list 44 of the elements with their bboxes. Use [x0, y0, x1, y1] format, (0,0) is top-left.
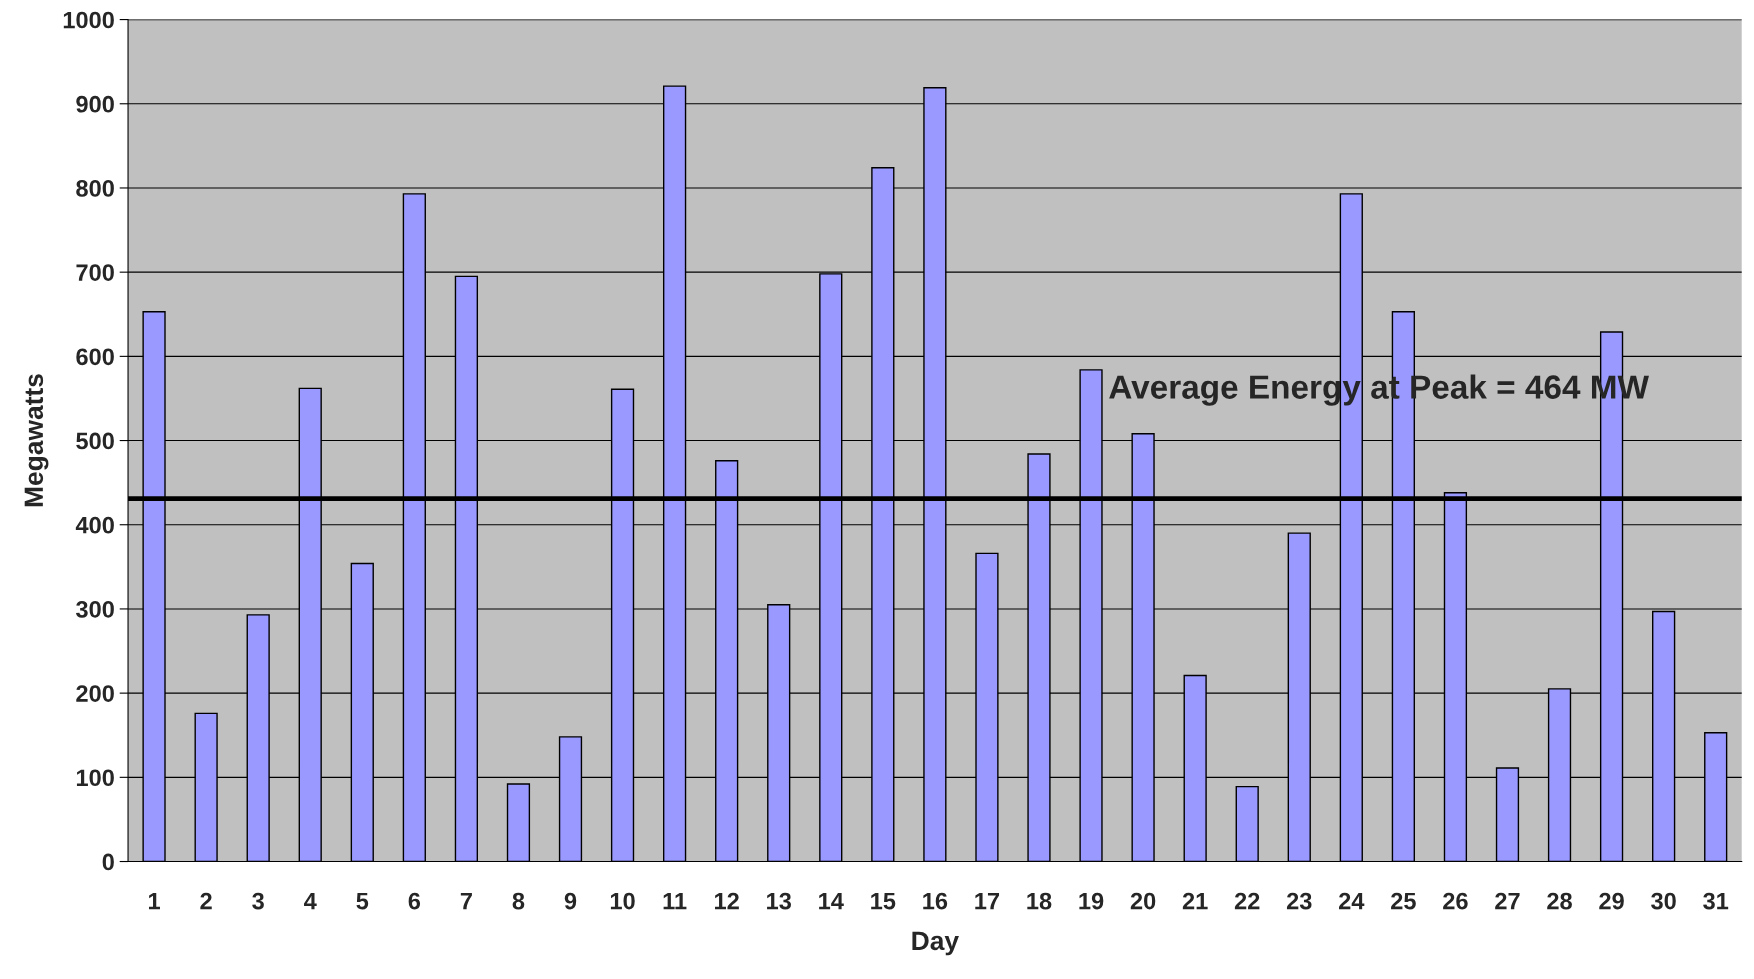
x-tick-label: 3	[252, 892, 264, 910]
x-tick-label: 28	[1547, 892, 1572, 910]
x-tick-label: 13	[767, 892, 791, 910]
x-tick-label: 21	[1182, 892, 1208, 910]
x-tick-label: 9	[564, 892, 577, 910]
x-tick-label: 4	[304, 892, 317, 910]
x-tick-label: 22	[1234, 892, 1260, 910]
x-tick-label: 30	[1651, 892, 1676, 910]
y-tick-label: 800	[76, 180, 114, 197]
x-tick-label: 29	[1599, 892, 1624, 910]
y-tick-label: 500	[76, 432, 114, 450]
y-tick-label: 200	[76, 685, 114, 702]
x-tick-label: 15	[871, 892, 896, 910]
y-axis-title: Megawatts	[24, 374, 49, 507]
x-tick-label: 11	[663, 892, 687, 910]
x-tick-label: 10	[610, 892, 635, 910]
y-tick-label: 900	[76, 95, 114, 113]
x-tick-label: 2	[200, 892, 212, 910]
y-tick-label: 300	[76, 601, 114, 618]
x-tick-label: 23	[1286, 892, 1312, 910]
y-tick-label: 1000	[63, 11, 114, 29]
x-tick-label: 20	[1130, 892, 1156, 910]
x-tick-label: 1	[148, 892, 160, 910]
x-tick-label: 18	[1027, 892, 1052, 910]
x-tick-label: 17	[975, 892, 1000, 910]
x-tick-label: 8	[512, 892, 525, 910]
x-tick-label: 16	[923, 892, 948, 910]
y-tick-label: 100	[76, 769, 114, 787]
x-tick-label: 6	[408, 892, 421, 910]
x-axis-title: Day	[912, 931, 959, 956]
x-tick-label: 26	[1443, 892, 1468, 910]
y-tick-label: 0	[102, 853, 114, 871]
y-tick-label: 600	[76, 348, 114, 366]
x-tick-label: 27	[1495, 892, 1520, 910]
x-tick-label: 31	[1703, 892, 1729, 910]
x-tick-label: 5	[356, 892, 369, 910]
x-tick-label: 12	[715, 892, 739, 910]
x-tick-label: 7	[460, 892, 472, 910]
x-tick-label: 25	[1391, 892, 1416, 910]
y-tick-label: 700	[76, 264, 114, 281]
x-tick-label: 19	[1079, 892, 1104, 910]
x-tick-label: 14	[819, 892, 844, 910]
y-tick-label: 400	[75, 516, 114, 534]
x-tick-label: 24	[1339, 892, 1365, 910]
